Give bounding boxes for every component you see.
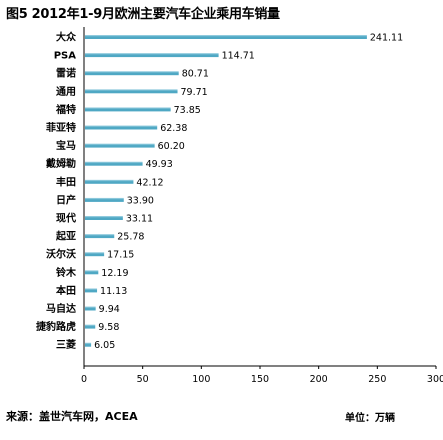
value-label: 80.71 [182,69,209,80]
bar [85,71,179,76]
x-tick-label: 300 [427,374,443,385]
category-label: 日产 [56,193,76,206]
value-label: 17.15 [107,250,134,261]
category-label: 三菱 [56,338,76,351]
value-label: 33.11 [126,214,153,225]
bar [85,53,219,58]
bar [85,143,155,148]
source-note: 来源：盖世汽车网，ACEA [6,410,138,423]
value-label: 60.20 [158,141,185,152]
value-label: 6.05 [94,340,115,351]
bar [85,342,92,347]
category-label: 马自达 [46,302,76,315]
bar [85,306,96,311]
category-label: 捷豹路虎 [36,320,76,333]
chart-title: 图5 2012年1-9月欧洲主要汽车企业乘用车销量 [6,7,280,22]
category-label: 菲亚特 [46,121,76,134]
category-label: PSA [54,51,77,62]
bar [85,324,96,329]
bar [85,197,124,202]
value-label: 11.13 [100,286,127,297]
category-label: 铃木 [56,266,77,279]
value-label: 12.19 [101,268,128,279]
category-label: 丰田 [56,175,76,188]
category-label: 通用 [56,86,76,98]
x-tick-label: 50 [137,374,149,385]
value-label: 62.38 [160,123,187,134]
bars-group: 大众 241.11 PSA 114.71 雷诺 80.71 通用 79.71 福特 73.85 菲亚… [36,31,403,352]
value-label: 49.93 [146,159,173,170]
bar [85,161,143,166]
value-label: 25.78 [117,232,144,243]
category-label: 现代 [56,212,76,225]
bar [85,35,367,39]
bar [85,125,158,130]
category-label: 沃尔沃 [46,248,76,261]
x-axis: 0 50 100 150 200 250 300 [81,27,443,385]
unit-note: 单位：万辆 [345,413,395,424]
value-label: 9.58 [98,322,119,333]
bar [85,234,115,239]
bar [85,179,134,184]
category-label: 福特 [55,103,76,116]
category-label: 宝马 [56,139,76,152]
bar [85,270,99,275]
value-label: 114.71 [222,51,255,62]
value-label: 42.12 [136,177,163,188]
x-tick-label: 250 [368,374,386,385]
category-label: 雷诺 [56,67,76,80]
bar [85,252,105,257]
category-label: 本田 [56,284,76,297]
bar [85,216,123,220]
x-tick-label: 200 [310,374,328,385]
value-label: 79.71 [181,87,208,98]
x-tick-label: 150 [251,374,269,385]
x-tick-label: 0 [81,374,87,385]
category-label: 起亚 [55,230,76,243]
value-label: 73.85 [174,105,201,116]
bar [85,288,98,293]
category-label: 戴姆勒 [46,157,76,170]
category-label: 大众 [56,31,77,44]
value-label: 9.94 [99,304,120,315]
bar [85,107,171,112]
value-label: 241.11 [370,33,403,44]
bar [85,89,178,94]
x-tick-label: 100 [192,374,210,385]
value-label: 33.90 [127,195,154,206]
